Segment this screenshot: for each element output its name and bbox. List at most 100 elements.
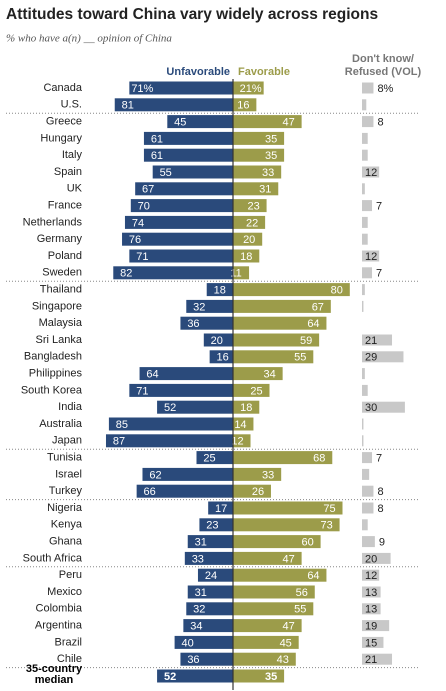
bar-dk: [362, 183, 365, 195]
bar-favorable: [233, 400, 260, 414]
bar-dk: [362, 569, 380, 581]
bar-unfavorable: [199, 518, 233, 532]
value-label: 45: [174, 117, 186, 129]
value-label: 55: [294, 604, 306, 616]
bar-unfavorable: [135, 182, 233, 196]
value-label: 8: [377, 503, 383, 515]
value-label: 64: [307, 570, 319, 582]
value-label: 8: [377, 486, 383, 498]
value-label: 61: [151, 133, 163, 145]
bar-favorable: [233, 148, 285, 162]
bar-favorable: [233, 635, 299, 649]
bar-favorable: [233, 602, 314, 616]
bar-dk: [362, 368, 365, 380]
category-label: UK: [67, 183, 83, 195]
category-label: Turkey: [49, 485, 83, 497]
value-label: 61: [151, 150, 163, 162]
value-label: 64: [307, 318, 319, 330]
value-label: 45: [280, 637, 292, 649]
bar-dk: [362, 267, 373, 279]
bar-dk: [362, 435, 364, 447]
value-label: 71%: [131, 83, 153, 95]
bar-favorable: [233, 535, 321, 549]
value-label: 70: [138, 201, 150, 213]
value-label: 80: [331, 285, 343, 297]
value-label: 35: [265, 133, 277, 145]
category-label: Brazil: [54, 636, 82, 648]
value-label: 34: [264, 369, 276, 381]
value-label: 82: [120, 268, 132, 280]
value-label: 32: [193, 301, 205, 313]
value-label: 26: [252, 486, 264, 498]
value-label: 71: [136, 251, 148, 263]
value-label: 16: [237, 100, 249, 112]
bar-favorable: [233, 383, 270, 397]
bar-dk: [362, 620, 390, 632]
bar-favorable: [233, 467, 282, 481]
category-label: Australia: [39, 418, 83, 430]
category-label: Japan: [52, 435, 82, 447]
value-label: 68: [313, 453, 325, 465]
bar-unfavorable: [187, 535, 233, 549]
value-label: 33: [262, 167, 274, 179]
bar-dk: [362, 216, 368, 228]
category-label: Tunisia: [47, 452, 83, 464]
bar-unfavorable: [197, 568, 233, 582]
value-label: 23: [247, 201, 259, 213]
legend-favorable: Favorable: [238, 66, 290, 78]
value-label: 67: [312, 301, 324, 313]
bar-dk: [362, 603, 381, 615]
bar-unfavorable: [142, 467, 233, 481]
value-label: 18: [240, 251, 252, 263]
bar-favorable: [233, 215, 266, 229]
value-label: 52: [164, 402, 176, 414]
bar-dk: [362, 334, 393, 346]
bar-unfavorable: [129, 81, 233, 95]
bar-unfavorable: [157, 400, 233, 414]
value-label: 15: [365, 637, 377, 649]
bar-unfavorable: [180, 652, 233, 666]
category-label: France: [48, 200, 82, 212]
value-label: 21%: [240, 83, 262, 95]
category-label: Philippines: [29, 368, 83, 380]
category-label: Singapore: [32, 300, 82, 312]
value-label: 74: [132, 217, 144, 229]
value-label: 7: [376, 453, 382, 465]
category-label: Greece: [46, 116, 82, 128]
bar-dk: [362, 636, 384, 648]
value-label: 20: [243, 234, 255, 246]
bar-dk: [362, 536, 375, 548]
category-label: Peru: [59, 569, 82, 581]
value-label: 19: [365, 621, 377, 633]
bar-dk: [362, 149, 368, 161]
value-label: 71: [136, 385, 148, 397]
bar-favorable: [233, 484, 271, 498]
bar-unfavorable: [122, 232, 233, 246]
category-label: Spain: [54, 166, 82, 178]
value-label: 13: [365, 604, 377, 616]
bar-unfavorable: [129, 249, 233, 263]
bar-dk: [362, 485, 374, 497]
legend-unfavorable: Unfavorable: [166, 66, 230, 78]
value-label: 40: [181, 637, 193, 649]
category-label: Israel: [55, 468, 82, 480]
bar-dk: [362, 166, 380, 178]
bar-dk: [362, 653, 393, 665]
value-label: 75: [323, 503, 335, 515]
category-label: Ghana: [49, 536, 83, 548]
value-label: 7: [376, 201, 382, 213]
value-label: 9: [379, 537, 385, 549]
bar-favorable: [233, 115, 302, 129]
value-label: 52: [164, 671, 176, 683]
bar-favorable: [233, 501, 343, 515]
bar-favorable: [233, 417, 254, 431]
value-label: 66: [144, 486, 156, 498]
bar-favorable: [233, 652, 296, 666]
bar-favorable: [233, 568, 327, 582]
category-label: Nigeria: [47, 502, 83, 514]
bar-unfavorable: [187, 585, 233, 599]
category-label: Malaysia: [39, 317, 83, 329]
bar-unfavorable: [180, 316, 233, 330]
bar-unfavorable: [136, 484, 233, 498]
value-label: 31: [259, 184, 271, 196]
